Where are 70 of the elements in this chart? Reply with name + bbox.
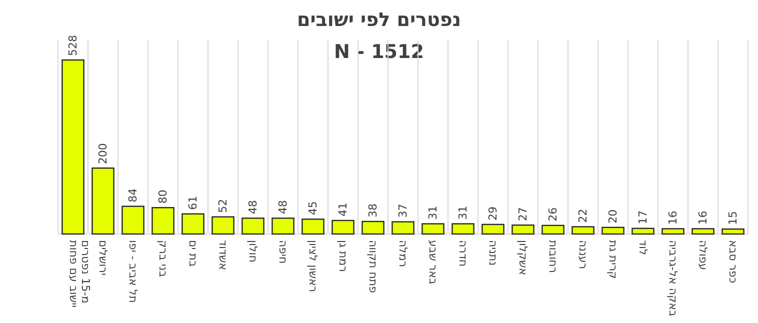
bar bbox=[632, 228, 654, 235]
data-label: 15 bbox=[726, 211, 740, 226]
bar bbox=[242, 218, 264, 235]
x-tick-label: יישוב עם פחות מ-15 נפטרים bbox=[67, 240, 92, 308]
data-label: 27 bbox=[516, 207, 530, 222]
bar bbox=[422, 223, 444, 235]
data-label: 16 bbox=[666, 210, 680, 225]
data-label: 17 bbox=[636, 210, 650, 224]
data-label: 41 bbox=[336, 202, 350, 216]
data-label: 29 bbox=[486, 206, 500, 220]
x-tick-label: לוד bbox=[636, 240, 650, 256]
x-tick-label: אשדוד bbox=[216, 240, 230, 270]
data-label: 37 bbox=[396, 204, 410, 218]
bar bbox=[362, 220, 384, 235]
x-tick-label: כפר סבא bbox=[726, 240, 740, 284]
x-tick-label: באקה אל-גרביה bbox=[666, 240, 680, 317]
bar bbox=[482, 224, 504, 235]
chart-title: נפטרים לפי ישובים bbox=[296, 9, 462, 31]
x-tick-label: רמלה bbox=[396, 240, 410, 268]
x-tick-label: בת ים bbox=[186, 240, 200, 267]
data-label: 26 bbox=[546, 207, 560, 222]
data-label: 38 bbox=[366, 203, 380, 218]
bar bbox=[392, 221, 414, 235]
bar bbox=[692, 228, 714, 235]
data-label: 31 bbox=[426, 206, 440, 220]
bar bbox=[572, 226, 594, 235]
bar bbox=[62, 59, 84, 235]
bar bbox=[722, 228, 744, 235]
data-label: 31 bbox=[456, 206, 470, 220]
bar bbox=[122, 206, 144, 235]
data-label: 20 bbox=[606, 209, 620, 224]
data-label: 45 bbox=[306, 201, 320, 216]
x-tick-label: ראשון לציון bbox=[306, 240, 320, 292]
x-tick-label: רמת גן bbox=[336, 240, 350, 272]
x-tick-label: באר שבע bbox=[426, 240, 440, 284]
data-label: 80 bbox=[156, 190, 170, 204]
x-tick-label: עפולה bbox=[696, 240, 710, 270]
x-tick-label: בני ברק bbox=[156, 240, 170, 278]
data-label: 61 bbox=[186, 196, 200, 210]
data-label: 52 bbox=[216, 198, 230, 213]
data-label: 48 bbox=[276, 200, 290, 214]
x-tick-label: ירושלים bbox=[96, 240, 110, 276]
x-tick-label: רחובות bbox=[546, 240, 560, 273]
x-tick-label: רעננה bbox=[576, 240, 590, 270]
bar bbox=[512, 224, 534, 235]
data-label: 16 bbox=[696, 210, 710, 225]
x-tick-label: אשקלון bbox=[516, 240, 530, 276]
bar bbox=[272, 218, 294, 235]
data-label: 84 bbox=[126, 188, 140, 202]
data-label: 200 bbox=[96, 143, 110, 164]
x-tick-label: חיפה bbox=[276, 240, 290, 264]
bar bbox=[92, 167, 114, 235]
bar bbox=[182, 213, 204, 235]
data-label: 22 bbox=[576, 208, 590, 223]
bar bbox=[302, 218, 324, 235]
x-tick-label: חדרה bbox=[456, 240, 470, 267]
x-tick-label: חולון bbox=[246, 240, 260, 262]
data-label: 48 bbox=[246, 200, 260, 214]
x-tick-label: פתח תקווה bbox=[366, 240, 380, 294]
x-tick-label: קרית גת bbox=[606, 240, 620, 279]
data-label: 528 bbox=[66, 35, 80, 56]
bar bbox=[542, 224, 564, 235]
bar bbox=[332, 220, 354, 235]
bar bbox=[602, 226, 624, 235]
bar bbox=[152, 207, 174, 235]
x-tick-label: תל אביב - יפו bbox=[126, 240, 140, 303]
bar bbox=[212, 216, 234, 235]
bar bbox=[452, 223, 474, 235]
x-tick-label: נתניה bbox=[486, 240, 500, 266]
bar bbox=[662, 228, 684, 235]
